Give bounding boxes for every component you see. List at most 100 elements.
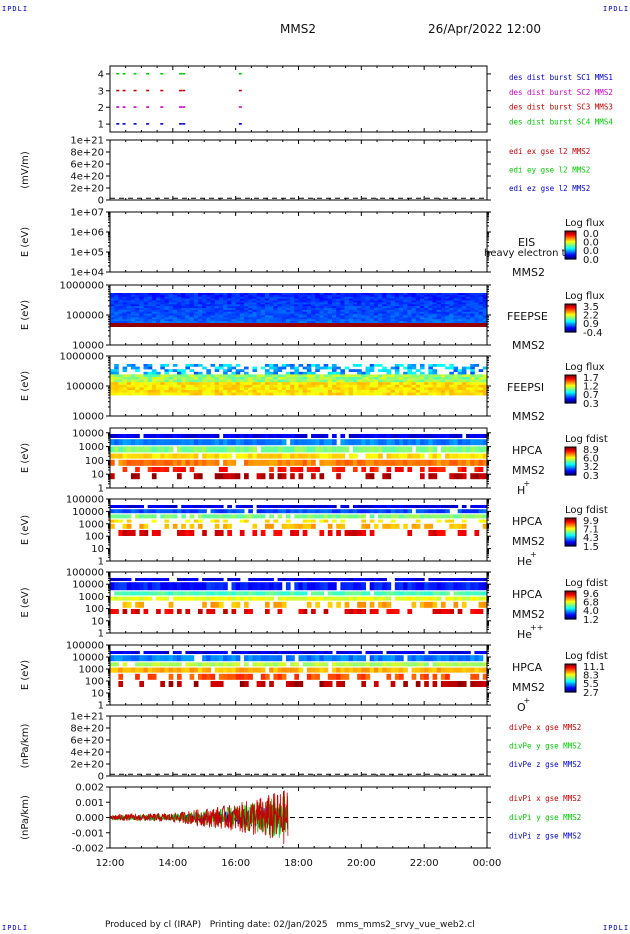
colorbar-cell [565,397,576,399]
heatmap-cell [357,300,362,303]
colorbar-cell [565,613,576,615]
colorbar-cell [565,456,576,458]
spacecraft-label: MMS2 [512,464,545,477]
heatmap-cell [189,296,195,300]
heatmap-cell [482,514,488,519]
heatmap-cell [348,298,354,302]
heatmap-cell [260,309,266,313]
heatmap-cell [365,302,371,305]
heatmap-cell [256,377,262,380]
heatmap-cell [269,371,274,375]
heatmap-cell [151,374,157,378]
heatmap-cell [336,304,341,307]
heatmap-cell [281,296,287,300]
heatmap-cell [419,315,425,318]
heatmap-cell [143,382,149,385]
burst-mark [146,106,150,108]
heatmap-cell [478,467,484,472]
heatmap-cell [244,382,249,385]
heatmap-cell [223,379,228,383]
heatmap-cell [260,390,266,393]
heatmap-cell [135,377,140,380]
heatmap-cell [235,321,241,324]
heatmap-cell [461,596,467,601]
heatmap-cell [336,371,341,375]
heatmap-cell [453,319,459,322]
heatmap-cell [332,371,337,375]
heatmap-cell [361,439,367,446]
heatmap-cell [160,390,165,393]
heatmap-cell [453,384,459,388]
heatmap-cell [369,582,375,591]
heatmap-cell [386,317,392,320]
heatmap-cell [440,467,446,472]
heatmap-cell [273,509,279,514]
heatmap-cell [114,309,119,313]
heatmap-cell [352,509,358,514]
heatmap-cell [357,321,362,324]
heatmap-cell [260,315,266,318]
heatmap-cell [130,390,136,393]
heatmap-cell [189,591,195,596]
heatmap-cell [185,459,191,466]
heatmap-cell [306,439,312,446]
heatmap-cell [210,505,216,508]
heatmap-cell [428,296,434,300]
heatmap-cell [306,302,312,305]
heatmap-cell [436,530,442,536]
heatmap-cell [411,379,417,383]
heatmap-cell [432,505,438,508]
heatmap-cell [122,379,128,383]
heatmap-cell [352,392,358,396]
heatmap-cell [290,364,295,367]
heatmap-cell [436,384,442,388]
colorbar-tick-label: 3.5 [583,302,599,313]
heatmap-cell [453,294,459,298]
heatmap-cell [189,317,195,320]
heatmap-cell [411,582,417,591]
heatmap-cell [482,296,488,300]
heatmap-cell [285,374,291,378]
heatmap-cell [273,377,278,380]
heatmap-cell [206,369,211,372]
heatmap-cell [156,323,161,327]
heatmap-cell [311,434,316,438]
heatmap-cell [449,578,454,581]
heatmap-cell [143,582,149,591]
heatmap-cell [227,596,232,601]
heatmap-cell [327,323,333,327]
heatmap-cell [252,323,258,327]
heatmap-cell [260,296,266,300]
heatmap-cell [361,591,367,596]
heatmap-cell [151,321,157,324]
heatmap-cell [344,300,350,303]
heatmap-cell [474,379,480,383]
heatmap-cell [424,311,429,315]
heatmap-cell [352,439,358,446]
heatmap-cell [449,304,455,307]
heatmap-cell [386,294,392,298]
heatmap-cell [411,434,417,438]
heatmap-cell [461,591,467,596]
heatmap-cell [130,377,136,380]
heatmap-cell [474,377,480,380]
heatmap-cell [403,446,408,453]
heatmap-cell [478,308,484,311]
heatmap-cell [369,596,375,601]
heatmap-cell [151,446,157,453]
heatmap-cell [386,323,392,327]
heatmap-cell [394,523,400,529]
heatmap-cell [352,302,358,305]
heatmap-cell [269,311,274,315]
heatmap-cell [193,379,199,383]
heatmap-cell [114,434,119,438]
heatmap-cell [269,578,274,581]
heatmap-cell [424,293,429,296]
heatmap-cell [470,439,475,446]
heatmap-cell [399,390,404,393]
heatmap-cell [378,596,383,601]
heatmap-cell [239,315,245,318]
heatmap-cell [156,374,161,378]
burst-mark [182,89,186,92]
heatmap-cell [210,300,216,303]
